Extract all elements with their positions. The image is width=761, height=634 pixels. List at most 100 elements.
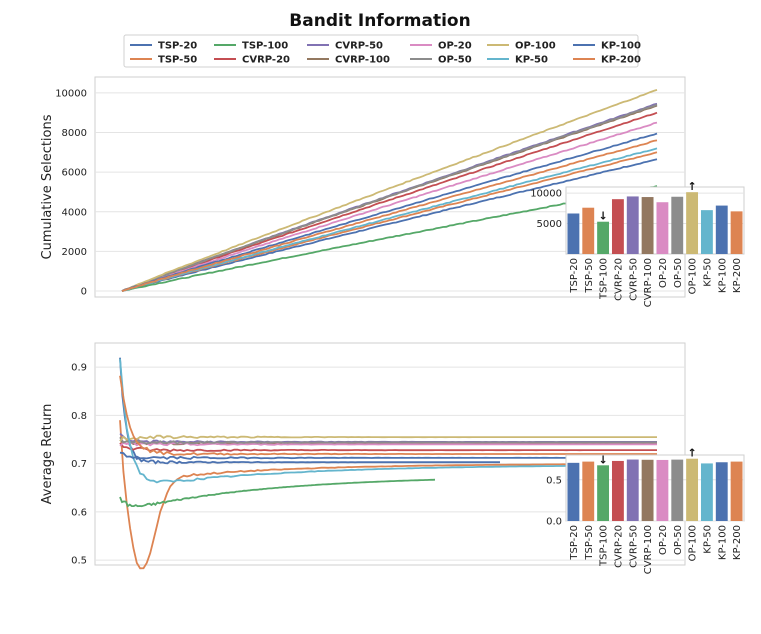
inset-marker-tsp-100: ↓: [598, 453, 607, 466]
inset-x-tick-label: CVRP-20: [613, 525, 624, 568]
inset-bar-tsp-50: [582, 461, 595, 521]
inset-x-tick-label: OP-100: [688, 258, 699, 294]
series-line-kp-200: [119, 375, 657, 456]
inset-bar-op-20: [656, 202, 669, 254]
inset-x-tick-label: KP-50: [702, 525, 713, 554]
series-line-tsp-20: [121, 158, 658, 292]
y-tick-label: 0.8: [71, 411, 87, 422]
inset-bar-tsp-100: [597, 465, 610, 521]
inset-y-tick-label: 5000: [537, 219, 562, 230]
inset-bar-cvrp-50: [626, 459, 639, 521]
legend-label-tsp-100: TSP-100: [242, 41, 288, 52]
y-tick-label: 8000: [62, 128, 87, 139]
inset-x-tick-label: CVRP-50: [628, 258, 639, 301]
series-line-kp-50: [121, 147, 658, 292]
series-line-tsp-20: [119, 357, 500, 465]
y-tick-label: 2000: [62, 247, 87, 258]
inset-bar-op-50: [671, 196, 684, 254]
inset-bar-tsp-20: [567, 213, 580, 254]
legend-label-op-100: OP-100: [515, 41, 556, 52]
legend-label-op-50: OP-50: [438, 55, 472, 66]
inset-bar-tsp-50: [582, 207, 595, 254]
inset-bar-cvrp-50: [626, 196, 639, 254]
series-line-op-20: [119, 441, 658, 447]
y-tick-label: 0.6: [71, 507, 87, 518]
inset-y-tick-label: 0.0: [546, 517, 562, 528]
inset-x-tick-label: TSP-50: [584, 525, 595, 561]
y-tick-label: 0.9: [71, 363, 87, 374]
legend-frame: [123, 34, 639, 68]
inset-marker-tsp-100: ↓: [598, 210, 607, 223]
series-line-op-100: [119, 434, 657, 442]
y-tick-label: 0: [81, 287, 87, 298]
series-line-tsp-100: [119, 478, 436, 508]
average-return-panel: 0.5 0.6 0.7 0.8 0.9 Average Return 0.0 0.5 TSP-2…: [40, 342, 745, 574]
legend-label-cvrp-50: CVRP-50: [335, 41, 383, 52]
inset-x-tick-label: OP-100: [688, 525, 699, 561]
series-line-cvrp-20: [119, 442, 657, 453]
inset-bar-kp-100: [715, 205, 728, 254]
y-tick-label: 6000: [62, 168, 87, 179]
inset-x-tick-label: CVRP-50: [628, 525, 639, 568]
inset-marker-op-100: ↑: [687, 447, 696, 460]
legend: TSP-20 TSP-50 TSP-100 CVRP-20 CVRP-50 CVRP-10…: [123, 34, 641, 68]
inset-marker-op-100: ↑: [687, 180, 696, 193]
inset-bar-cvrp-100: [641, 459, 654, 521]
legend-label-kp-200: KP-200: [601, 55, 641, 66]
inset-bar-cvrp-20: [611, 460, 624, 521]
inset-bar-kp-200: [730, 461, 743, 521]
cumulative-selections-panel: 0 2000 4000 6000 8000 10000 Cumulative Selecti…: [40, 76, 745, 307]
inset-x-tick-label: CVRP-100: [643, 525, 654, 574]
inset-x-tick-label: OP-50: [673, 525, 684, 555]
inset-x-tick-label: KP-100: [717, 525, 728, 560]
series-line-op-50: [121, 103, 658, 292]
legend-label-op-20: OP-20: [438, 41, 472, 52]
y-tick-label: 0.5: [71, 556, 87, 567]
inset-x-tick-label: TSP-50: [584, 258, 595, 294]
inset-bar-tsp-20: [567, 462, 580, 521]
inset-x-tick-label: TSP-100: [599, 258, 610, 300]
inset-plot-area: [565, 186, 745, 255]
y-axis-label: Average Return: [40, 404, 55, 505]
legend-label-kp-100: KP-100: [601, 41, 641, 52]
legend-label-cvrp-20: CVRP-20: [242, 55, 290, 66]
inset-bar-op-20: [656, 459, 669, 521]
series-line-op-100: [121, 89, 658, 292]
series-line-kp-100: [121, 132, 658, 292]
inset-x-tick-label: OP-20: [658, 258, 669, 288]
y-tick-label: 0.7: [71, 459, 87, 470]
inset-plot-area: [565, 454, 745, 522]
inset-x-tick-label: TSP-100: [599, 525, 610, 567]
series-line-op-50: [119, 436, 657, 445]
legend-label-tsp-20: TSP-20: [158, 41, 197, 52]
inset-x-tick-label: CVRP-20: [613, 258, 624, 301]
inset-x-tick-label: KP-200: [732, 525, 743, 560]
inset-x-tick-label: TSP-20: [569, 525, 580, 561]
inset-x-tick-label: KP-100: [717, 258, 728, 293]
series-line-op-20: [121, 121, 658, 292]
inset-x-tick-label: KP-50: [702, 258, 713, 287]
y-tick-label: 4000: [62, 207, 87, 218]
inset-bar-op-50: [671, 459, 684, 521]
legend-label-tsp-50: TSP-50: [158, 55, 197, 66]
y-tick-label: 10000: [55, 88, 87, 99]
figure-title: Bandit Information: [289, 11, 470, 31]
legend-label-cvrp-100: CVRP-100: [335, 55, 390, 66]
inset-bar-cvrp-20: [611, 199, 624, 254]
inset-x-tick-label: TSP-20: [569, 258, 580, 294]
inset-bar-tsp-100: [597, 221, 610, 254]
inset-y-tick-label: 10000: [530, 189, 562, 200]
inset-y-tick-label: 0.5: [546, 475, 562, 486]
inset-x-tick-label: OP-50: [673, 258, 684, 288]
inset-bar-op-100: [686, 192, 699, 254]
series-line-cvrp-20: [121, 111, 658, 292]
series-line-kp-200: [121, 139, 658, 292]
inset-x-tick-label: KP-200: [732, 258, 743, 293]
legend-label-kp-50: KP-50: [515, 55, 548, 66]
inset-x-tick-label: OP-20: [658, 525, 669, 555]
inset-bar-kp-50: [700, 210, 713, 254]
y-axis-label: Cumulative Selections: [40, 114, 55, 259]
inset-bar-op-100: [686, 458, 699, 521]
inset-bar-cvrp-100: [641, 197, 654, 254]
